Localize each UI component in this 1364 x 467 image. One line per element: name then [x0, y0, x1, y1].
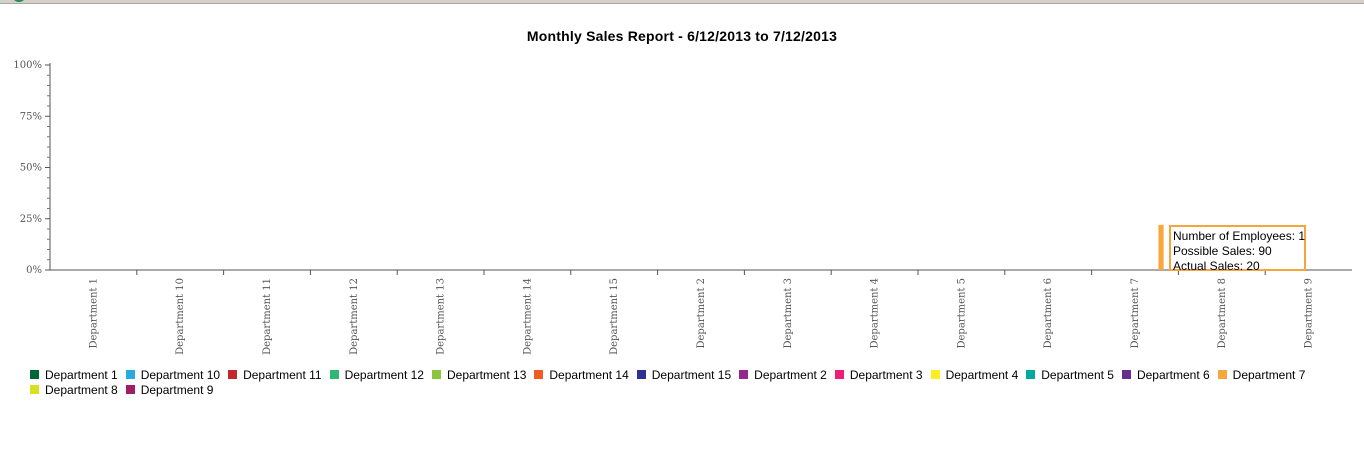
- legend-item[interactable]: Department 15: [636, 368, 732, 383]
- window-top-bar: [0, 0, 1364, 4]
- tooltip-actual-sales: Actual Sales: 20: [1173, 259, 1260, 273]
- legend-item[interactable]: Department 12: [329, 368, 424, 383]
- x-tick-label: Department 2: [696, 278, 707, 349]
- x-tick-label: Department 14: [522, 278, 533, 355]
- chart-title: Monthly Sales Report - 6/12/2013 to 7/12…: [526, 28, 838, 44]
- legend-item[interactable]: Department 4: [930, 368, 1019, 383]
- legend-label: Department 12: [344, 368, 424, 382]
- legend-swatch: [125, 370, 135, 379]
- legend-label: Department 9: [140, 383, 214, 397]
- legend-label: Department 15: [651, 368, 732, 382]
- x-tick-label: Department 3: [783, 278, 794, 349]
- legend-swatch: [636, 370, 646, 379]
- x-tick-label: Department 15: [609, 278, 620, 355]
- legend-swatch: [834, 370, 844, 379]
- legend-label: Department 14: [549, 368, 629, 382]
- legend-label: Department 6: [1136, 368, 1210, 382]
- x-tick-label: Department 10: [175, 278, 186, 355]
- x-tick-label: Department 6: [1043, 278, 1054, 349]
- legend-item[interactable]: Department 14: [534, 368, 629, 383]
- x-tick-label: Department 12: [349, 278, 360, 355]
- legend-item[interactable]: Department 10: [125, 368, 221, 383]
- x-tick-label: Department 4: [870, 278, 881, 349]
- bar-department-7: [1158, 224, 1164, 270]
- legend-item[interactable]: Department 2: [739, 368, 827, 383]
- legend-label: Department 13: [446, 368, 527, 382]
- y-tick-label: 100%: [13, 60, 42, 71]
- legend-swatch: [30, 385, 39, 394]
- bar-tooltip: Number of Employees: 1 Possible Sales: 9…: [1169, 225, 1306, 273]
- y-tick-label: 75%: [20, 111, 42, 122]
- y-tick-label: 25%: [20, 214, 42, 225]
- legend-label: Department 4: [945, 368, 1019, 382]
- chart-legend: Department 1 Department 10 Department 11 De…: [30, 368, 1350, 398]
- legend-label: Department 5: [1041, 368, 1114, 382]
- legend-swatch: [1121, 370, 1131, 379]
- legend-item[interactable]: Department 11: [228, 368, 322, 383]
- legend-swatch: [431, 370, 441, 379]
- legend-item[interactable]: Department 7: [1217, 368, 1306, 383]
- legend-label: Department 3: [849, 368, 923, 382]
- legend-swatch: [125, 385, 135, 394]
- legend-swatch: [228, 370, 238, 379]
- legend-label: Department 8: [45, 383, 118, 397]
- legend-label: Department 7: [1232, 368, 1306, 382]
- x-tick-label: Department 7: [1130, 278, 1141, 349]
- legend-item[interactable]: Department 3: [834, 368, 923, 383]
- x-tick-label: Department 8: [1217, 278, 1228, 349]
- legend-swatch: [1026, 370, 1036, 379]
- x-tick-label: Department 1: [88, 278, 99, 349]
- legend-swatch: [30, 370, 39, 379]
- app-corner-icon: [12, 0, 26, 2]
- legend-item[interactable]: Department 8: [30, 383, 118, 398]
- legend-label: Department 1: [45, 368, 118, 382]
- legend-item[interactable]: Department 9: [125, 383, 214, 398]
- legend-item[interactable]: Department 5: [1026, 368, 1114, 383]
- tooltip-employees: Number of Employees: 1: [1173, 229, 1306, 243]
- x-tick-label: Department 5: [956, 278, 967, 349]
- legend-swatch: [739, 370, 749, 379]
- x-tick-label: Department 13: [436, 278, 447, 355]
- x-tick-label: Department 9: [1304, 278, 1315, 349]
- legend-label: Department 11: [243, 368, 322, 382]
- legend-item[interactable]: Department 6: [1121, 368, 1210, 383]
- legend-swatch: [1217, 370, 1227, 379]
- legend-swatch: [534, 370, 544, 379]
- legend-item[interactable]: Department 13: [431, 368, 527, 383]
- legend-swatch: [329, 370, 339, 379]
- y-tick-label: 50%: [20, 163, 42, 174]
- tooltip-possible-sales: Possible Sales: 90: [1173, 244, 1272, 258]
- legend-swatch: [930, 370, 940, 379]
- legend-item[interactable]: Department 1: [30, 368, 118, 383]
- legend-label: Department 2: [754, 368, 827, 382]
- y-tick-label: 0%: [26, 265, 42, 276]
- legend-label: Department 10: [140, 368, 221, 382]
- x-tick-label: Department 11: [262, 278, 273, 355]
